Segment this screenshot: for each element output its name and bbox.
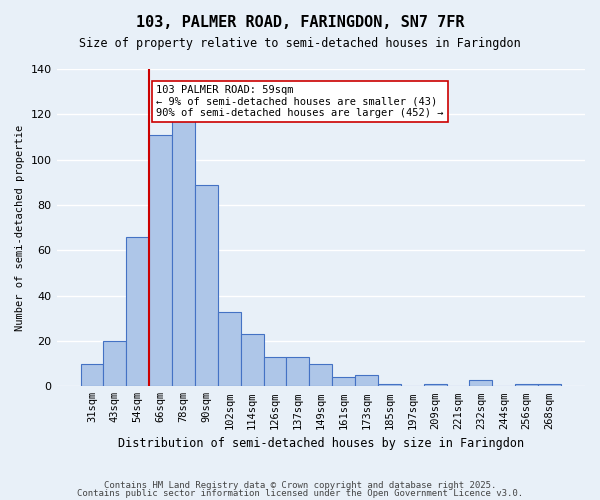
Bar (355, 375, 378, 386)
Bar (424, 384, 446, 386)
Bar (515, 384, 538, 386)
Bar (378, 384, 401, 386)
Bar (310, 364, 332, 386)
Bar (80, 364, 103, 386)
Y-axis label: Number of semi-detached propertie: Number of semi-detached propertie (15, 124, 25, 331)
Bar (286, 357, 310, 386)
Text: Size of property relative to semi-detached houses in Faringdon: Size of property relative to semi-detach… (79, 38, 521, 51)
Bar (149, 134, 172, 386)
Bar (263, 357, 286, 386)
Text: 103, PALMER ROAD, FARINGDON, SN7 7FR: 103, PALMER ROAD, FARINGDON, SN7 7FR (136, 15, 464, 30)
Bar (127, 236, 149, 386)
Text: Contains public sector information licensed under the Open Government Licence v3: Contains public sector information licen… (77, 488, 523, 498)
Bar (218, 312, 241, 386)
Bar (538, 384, 561, 386)
Bar (195, 184, 218, 386)
Text: 103 PALMER ROAD: 59sqm
← 9% of semi-detached houses are smaller (43)
90% of semi: 103 PALMER ROAD: 59sqm ← 9% of semi-deta… (156, 85, 443, 118)
X-axis label: Distribution of semi-detached houses by size in Faringdon: Distribution of semi-detached houses by … (118, 437, 524, 450)
Bar (241, 334, 263, 386)
Bar (332, 377, 355, 386)
Bar (469, 380, 493, 386)
Bar (103, 341, 127, 386)
Bar (172, 112, 195, 386)
Text: Contains HM Land Registry data © Crown copyright and database right 2025.: Contains HM Land Registry data © Crown c… (104, 481, 496, 490)
